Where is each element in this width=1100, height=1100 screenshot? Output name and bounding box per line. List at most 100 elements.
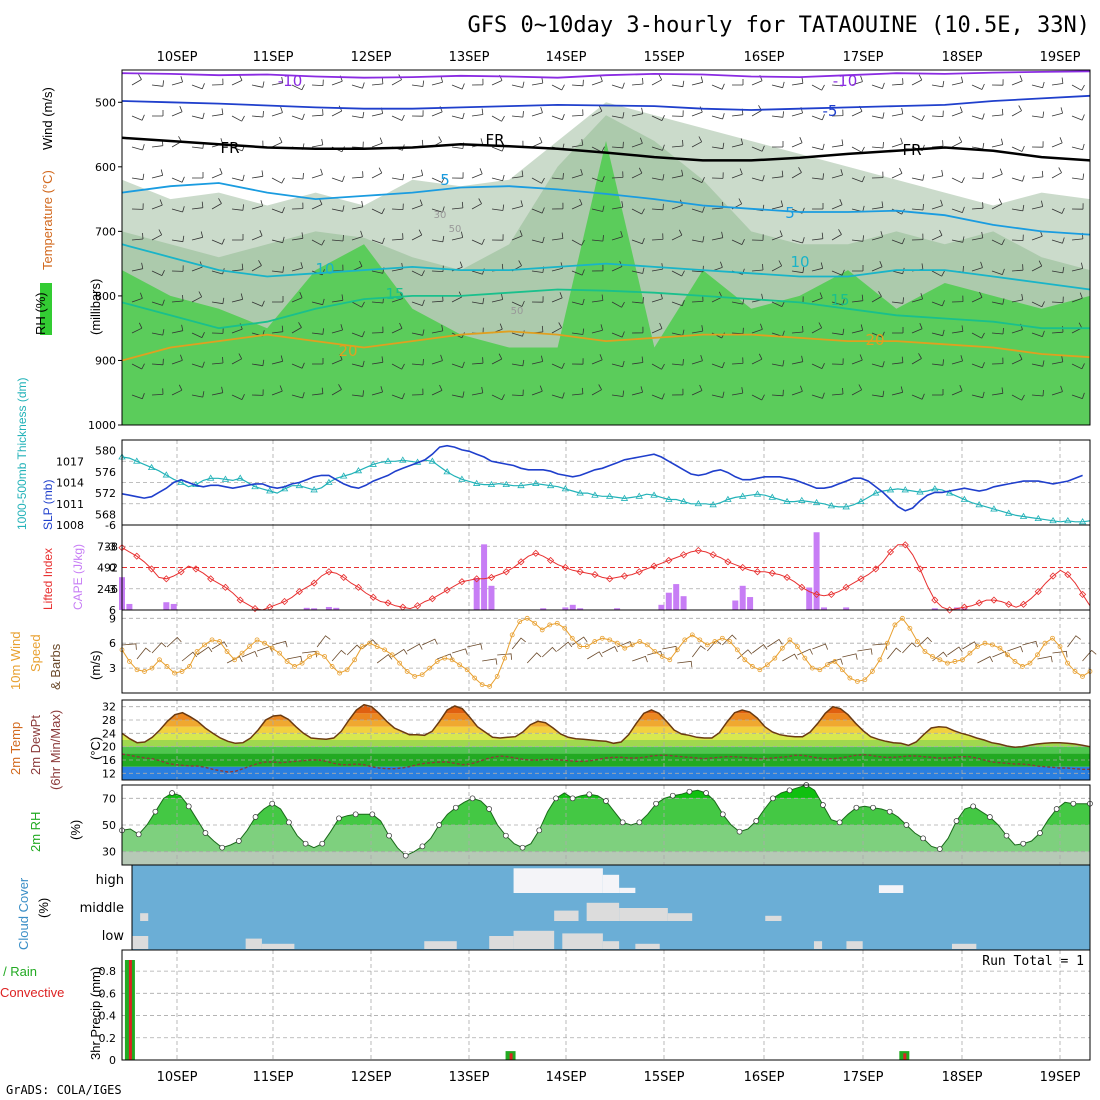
wind-barb — [311, 328, 324, 335]
wind-barb — [131, 393, 145, 400]
wind-barb — [991, 387, 1004, 396]
wind-barb — [291, 322, 302, 334]
wind-barb — [651, 74, 663, 86]
wind-barb — [951, 295, 964, 303]
wind-barb — [951, 355, 963, 365]
wind-barb — [671, 229, 683, 241]
wind-barb — [131, 322, 143, 334]
wind-barb — [732, 79, 744, 86]
thickness-tick: 572 — [95, 487, 116, 500]
wind-barb — [271, 355, 284, 365]
wind10-barb — [406, 643, 423, 652]
cape-bar — [673, 584, 680, 610]
wind-barb — [1011, 175, 1025, 182]
wind10-barb — [812, 643, 829, 650]
wind-barb — [471, 198, 482, 210]
wind-barb — [451, 361, 465, 368]
wind-barb — [991, 239, 1005, 246]
thickness-marker — [872, 489, 880, 496]
slp-tick: 1014 — [56, 477, 84, 490]
wind-barb — [151, 329, 165, 336]
lifted-marker — [886, 548, 895, 556]
wind10-barb — [1082, 649, 1097, 662]
wind-barb — [651, 233, 664, 241]
wind-barb — [851, 176, 865, 183]
wind-barb — [291, 262, 303, 272]
wind-barb — [551, 232, 564, 241]
thickness-marker — [916, 488, 924, 495]
cloud-row-label: low — [102, 929, 125, 944]
wind-barb — [271, 177, 285, 184]
middle-cloud-block — [765, 915, 782, 921]
temp-tick: 28 — [102, 714, 116, 727]
wind-barb — [131, 363, 145, 370]
wind10-marker — [517, 619, 523, 625]
wind-barb — [631, 238, 645, 245]
wind-barb — [211, 198, 222, 210]
wind10-barb — [827, 658, 843, 665]
thickness-tick: 568 — [95, 508, 116, 521]
wind10-marker — [1005, 652, 1010, 658]
wind10-barb — [136, 647, 151, 660]
thickness-marker — [901, 486, 909, 493]
wind-barb — [171, 235, 185, 243]
lifted-marker — [487, 573, 496, 581]
thickness-marker — [1019, 512, 1028, 519]
wind-barb — [851, 75, 863, 86]
lifted-marker — [990, 596, 998, 604]
top-date-label: 11SEP — [253, 50, 294, 65]
wind-barb — [331, 354, 343, 365]
wind-barb — [591, 324, 603, 334]
wind-barb — [811, 292, 823, 303]
wind-barb — [511, 170, 524, 179]
thickness-marker — [1064, 516, 1072, 524]
thickness-marker — [576, 489, 584, 496]
wind-barb — [651, 144, 665, 151]
wind-barb — [651, 115, 665, 121]
wind-barb — [751, 263, 764, 272]
wind10-marker — [374, 644, 380, 649]
wind-barb — [1071, 143, 1085, 151]
lifted-marker — [207, 575, 215, 583]
wind10-marker — [352, 657, 358, 663]
wind-barb — [851, 146, 865, 153]
wind10-marker — [689, 632, 695, 638]
wind10-marker — [577, 644, 583, 649]
wind-barb — [251, 170, 264, 179]
wind10-marker — [802, 655, 808, 661]
wind-barb — [731, 357, 744, 365]
wind-barb — [971, 291, 983, 303]
cape-bar — [311, 608, 318, 610]
wind-barb — [1011, 105, 1022, 117]
wind-barb — [331, 175, 345, 182]
wind-barb — [371, 326, 384, 334]
thickness-marker — [975, 501, 983, 508]
wind10-marker — [344, 667, 350, 673]
rh2m-marker — [469, 795, 476, 802]
y-tick-label: 500 — [95, 96, 116, 109]
wind10-marker — [817, 667, 823, 673]
bottom-date-label: 14SEP — [546, 1070, 587, 1085]
lifted-marker — [251, 605, 259, 613]
cape-bar — [170, 603, 177, 610]
wind10-marker — [449, 657, 455, 663]
wind-barb — [911, 203, 924, 211]
wind-barb — [272, 296, 284, 303]
thickness-marker — [620, 494, 629, 501]
lifted-marker — [1079, 590, 1087, 598]
wind-barb — [771, 111, 784, 118]
y-tick-label: 600 — [95, 161, 116, 174]
lifted-tick: 6 — [109, 604, 116, 617]
wind-barb — [931, 110, 944, 117]
thickness-tick: 580 — [95, 445, 116, 458]
low-cloud-block — [261, 943, 295, 949]
wind10-marker — [554, 620, 560, 626]
wind-barb — [791, 385, 803, 396]
precip-tick: 0.8 — [99, 965, 117, 978]
contour-label: -10 — [833, 72, 858, 90]
wind10-barb — [842, 653, 858, 660]
wind10-marker — [494, 674, 500, 679]
lifted-tick: 0 — [109, 562, 116, 575]
wind-barb — [831, 109, 844, 117]
rh-tick: 50 — [102, 819, 116, 832]
